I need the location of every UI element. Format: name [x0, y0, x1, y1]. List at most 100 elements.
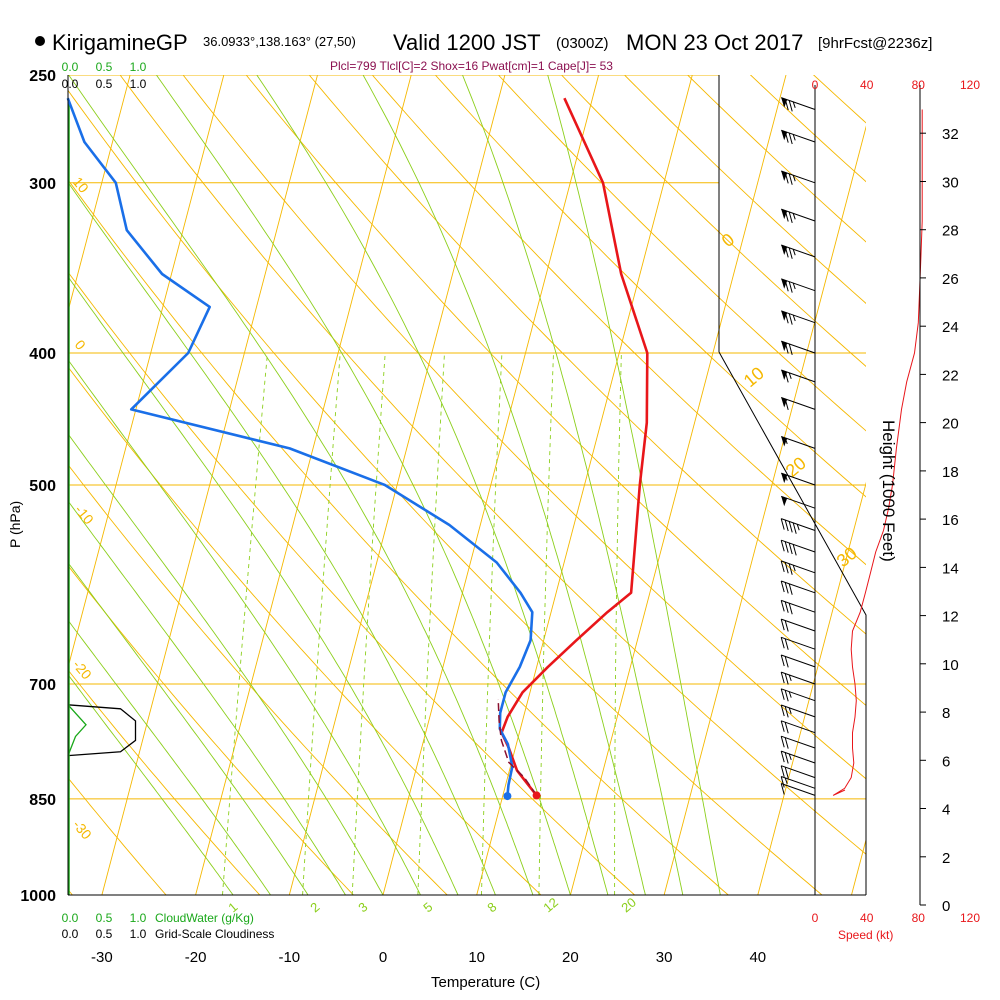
height-tick-label: 10 — [942, 657, 959, 674]
wind-barb — [781, 340, 816, 356]
dry-adiabat — [975, 51, 1000, 924]
dry-adiabat — [308, 75, 866, 635]
wind-barb-feather — [784, 342, 789, 354]
wind-barb-feather — [784, 131, 789, 143]
wind-barb — [781, 397, 816, 411]
wind-barb-feather — [784, 601, 789, 613]
speed-tick-label-top: 0 — [812, 78, 819, 92]
cloudwater-tick-label-top: 1.0 — [130, 60, 147, 74]
wind-barb-half-feather — [792, 101, 796, 108]
station-bullet-icon — [35, 36, 45, 46]
temperature-tick-label: -10 — [278, 949, 300, 966]
wind-barb-staff — [781, 560, 816, 574]
wind-barb-staff — [781, 654, 816, 668]
wind-barb-feather — [784, 371, 789, 383]
wind-barb — [781, 208, 816, 224]
wind-speed-profile — [832, 109, 923, 796]
wind-barb — [780, 750, 816, 764]
height-tick-label: 2 — [942, 850, 950, 867]
wind-barb-feather — [784, 620, 789, 632]
wind-barb — [781, 369, 816, 383]
wind-barb — [781, 310, 816, 325]
pressure-tick-label: 1000 — [20, 888, 56, 905]
mixing-ratio-line — [538, 352, 554, 895]
wind-barb-staff — [781, 580, 816, 594]
wind-barb — [781, 170, 816, 185]
parcel-profile — [497, 698, 538, 796]
speed-label: Speed (kt) — [838, 928, 893, 942]
wind-barb — [780, 671, 816, 685]
cloudiness-tick-label-top: 1.0 — [130, 77, 147, 91]
isotherm-line — [101, 75, 318, 895]
dry-adiabat-label: -10 — [72, 502, 97, 528]
isotherm-line — [195, 75, 412, 895]
wind-barb-feather — [784, 656, 789, 668]
isotherm-line — [757, 481, 866, 895]
moist-adiabat — [547, 75, 721, 895]
wind-barb-staff — [781, 688, 816, 702]
dry-adiabat-label: 10 — [70, 174, 92, 196]
wind-barb-feather — [788, 583, 793, 595]
cloudiness-label: Grid-Scale Cloudiness — [155, 927, 274, 941]
wind-barb-feather — [788, 281, 793, 293]
wind-barb-feather — [788, 542, 793, 555]
surface-temperature-dot — [532, 791, 541, 800]
temperature-tick-label: 0 — [379, 949, 387, 966]
height-tick-label: 18 — [942, 464, 959, 481]
wind-barb-feather — [788, 173, 793, 185]
moist-adiabat — [68, 673, 234, 895]
wind-barb-half-feather — [792, 282, 796, 290]
wind-barb-feather — [780, 580, 785, 593]
wind-barb-feather — [784, 98, 789, 111]
wind-barb-feather — [788, 100, 793, 112]
wind-barb-half-feather — [788, 753, 792, 761]
dry-adiabat — [68, 179, 729, 895]
pressure-tick-label: 300 — [29, 176, 56, 193]
pressure-tick-label: 850 — [29, 792, 56, 809]
dry-adiabat — [245, 75, 866, 707]
dry-adiabat — [434, 75, 866, 498]
wind-barb — [780, 560, 816, 575]
mixing-ratio-line — [481, 352, 503, 895]
wind-barb-feather — [784, 766, 789, 779]
wind-barb — [780, 518, 816, 534]
moist-adiabat — [68, 75, 534, 895]
wind-barb-staff — [781, 783, 816, 796]
wind-barb-half-feather — [788, 674, 792, 682]
wind-barb-feather — [784, 312, 789, 324]
wind-barb-half-feather — [784, 474, 788, 481]
wind-barb — [781, 495, 816, 509]
wind-barb-feather — [788, 563, 793, 575]
wind-barb — [780, 654, 816, 668]
moist-adiabat — [68, 275, 459, 895]
wind-barb-feather — [784, 519, 789, 532]
wind-barb — [781, 436, 816, 449]
wind-barb-staff — [781, 750, 816, 764]
wind-barb — [780, 776, 816, 789]
valid-date: MON 23 Oct 2017 — [626, 30, 803, 55]
station-name: KirigamineGP — [52, 30, 188, 55]
dry-adiabat — [497, 75, 866, 432]
dry-adiabat-label: 0 — [72, 337, 89, 353]
surface-dewpoint-dot — [503, 792, 512, 801]
wind-barb-feather — [792, 544, 797, 556]
moist-adiabat — [68, 500, 346, 895]
dry-adiabat — [0, 51, 1, 924]
wind-barb-feather — [784, 582, 789, 594]
wind-barb-feather — [788, 603, 793, 615]
wind-barb-feather — [784, 706, 789, 718]
wind-barb-feather — [788, 211, 793, 224]
wind-barb-feather — [780, 776, 785, 788]
speed-tick-label-bottom: 120 — [960, 911, 980, 925]
wind-barb-staff — [781, 618, 816, 632]
wind-barb-feather — [780, 618, 785, 631]
moist-adiabat — [68, 181, 496, 895]
wind-barb — [780, 599, 816, 615]
temperature-tick-label: -30 — [91, 949, 113, 966]
wind-barb-feather — [788, 132, 793, 145]
dry-adiabat — [68, 89, 823, 895]
speed-tick-label-top: 80 — [912, 78, 926, 92]
cloudwater-tick-label-bottom: 0.5 — [96, 911, 113, 925]
height-tick-label: 16 — [942, 512, 959, 529]
wind-barb-feather — [784, 398, 789, 411]
